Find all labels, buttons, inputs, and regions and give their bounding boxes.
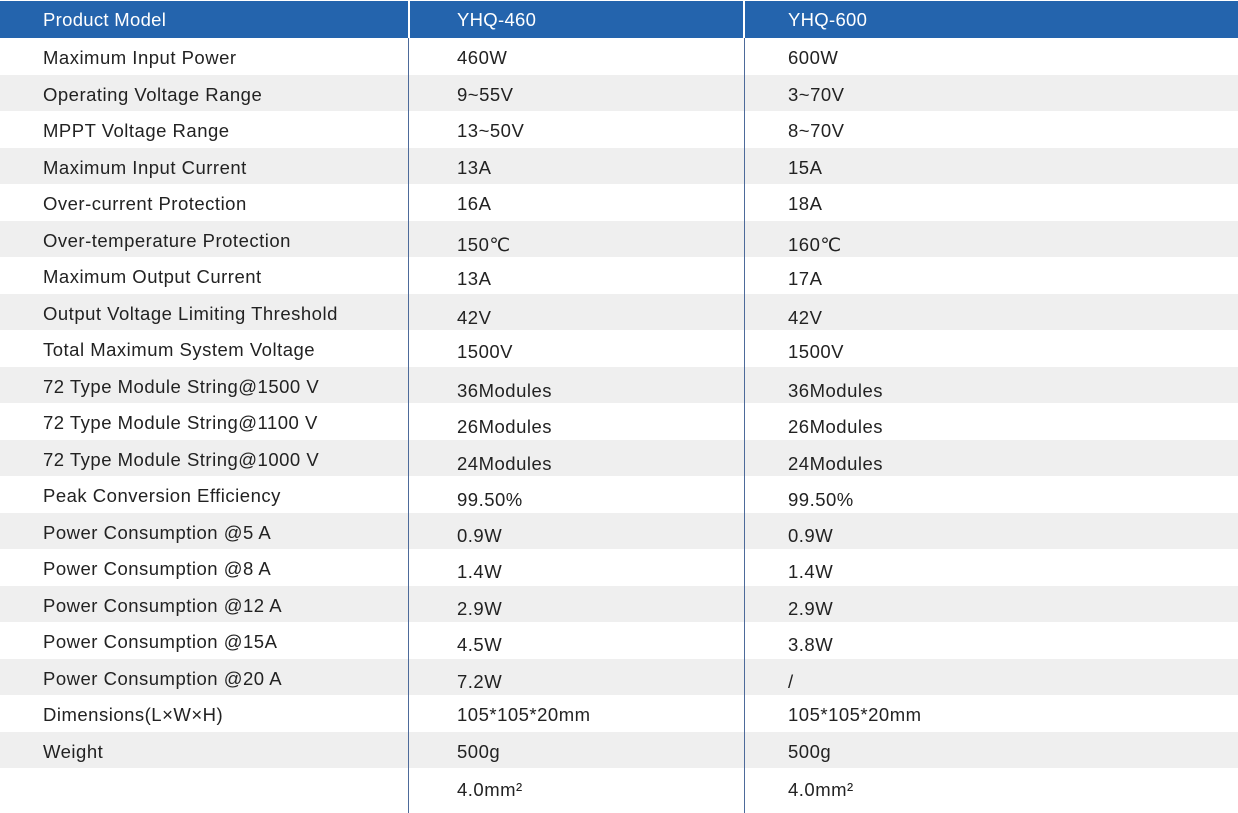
row-value-yhq-460: 9~55V <box>457 83 514 105</box>
table-row: Power Consumption @12 A 2.9W 2.9W <box>0 585 1238 622</box>
row-value-yhq-600: 3~70V <box>788 83 845 105</box>
row-value-yhq-600: 26Modules <box>788 416 884 437</box>
row-value-yhq-460: 1.4W <box>457 561 503 582</box>
row-label: Over-temperature Protection <box>43 229 291 251</box>
row-value-yhq-460: 36Modules <box>457 379 553 401</box>
row-value-yhq-460: 99.50% <box>457 489 523 510</box>
row-value-yhq-600: 18A <box>788 193 823 214</box>
row-value-yhq-600: 600W <box>788 47 839 68</box>
table-row: 72 Type Module String@1500 V 36Modules 36M… <box>0 366 1238 403</box>
table-row: Weight 500g 500g <box>0 731 1238 768</box>
table-row: Maximum Output Current 13A 17A <box>0 257 1238 294</box>
row-value-yhq-600: 15A <box>788 156 823 178</box>
table-row: Peak Conversion Efficiency 99.50% 99.50% <box>0 476 1238 513</box>
row-label: Over-current Protection <box>43 193 247 214</box>
table-row: Dimensions(L×W×H) 105*105*20mm 105*105*20m… <box>0 695 1238 732</box>
row-value-yhq-460: 105*105*20mm <box>457 704 591 725</box>
table-row: 72 Type Module String@1100 V 26Modules 26M… <box>0 403 1238 440</box>
table-row: 72 Type Module String@1000 V 24Modules 24M… <box>0 439 1238 476</box>
row-value-yhq-600: 1.4W <box>788 561 834 582</box>
row-value-yhq-600: 500g <box>788 740 832 762</box>
row-label: Power Consumption @12 A <box>43 594 283 616</box>
header-yhq-460: YHQ-460 <box>457 9 537 30</box>
header-divider <box>408 1 410 38</box>
row-value-yhq-460: 4.0mm² <box>457 779 523 800</box>
column-divider <box>408 38 409 813</box>
row-value-yhq-600: 2.9W <box>788 597 834 619</box>
row-label: Power Consumption @15A <box>43 631 278 652</box>
row-value-yhq-600: 99.50% <box>788 489 854 510</box>
header-divider <box>743 1 745 38</box>
row-label: Peak Conversion Efficiency <box>43 485 281 506</box>
row-value-yhq-600: 36Modules <box>788 379 884 401</box>
row-value-yhq-460: 150℃ <box>457 233 511 255</box>
row-label: Output Voltage Limiting Threshold <box>43 302 338 324</box>
table-row: Over-temperature Protection 150℃ 160℃ <box>0 220 1238 257</box>
row-value-yhq-600: / <box>788 670 794 692</box>
table-row: Power Consumption @8 A 1.4W 1.4W <box>0 549 1238 586</box>
row-label: 72 Type Module String@1100 V <box>43 412 318 433</box>
table-row: Maximum Input Power 460W 600W <box>0 38 1238 75</box>
table-row: Total Maximum System Voltage 1500V 1500V <box>0 330 1238 367</box>
row-value-yhq-460: 2.9W <box>457 597 503 619</box>
header-product-model: Product Model <box>43 9 167 30</box>
row-value-yhq-460: 13A <box>457 268 492 289</box>
row-label: Operating Voltage Range <box>43 83 263 105</box>
row-value-yhq-600: 8~70V <box>788 120 845 141</box>
row-value-yhq-460: 1500V <box>457 341 513 362</box>
table-row: Output Voltage Limiting Threshold 42V 42V <box>0 293 1238 330</box>
row-value-yhq-600: 0.9W <box>788 524 834 546</box>
table-row: Power Consumption @20 A 7.2W / <box>0 658 1238 695</box>
column-divider <box>744 38 745 813</box>
row-value-yhq-460: 0.9W <box>457 524 503 546</box>
table-row: MPPT Voltage Range 13~50V 8~70V <box>0 111 1238 148</box>
row-label: MPPT Voltage Range <box>43 120 230 141</box>
table-row: Maximum Input Current 13A 15A <box>0 147 1238 184</box>
row-value-yhq-600: 17A <box>788 268 823 289</box>
row-label: 72 Type Module String@1500 V <box>43 375 320 397</box>
row-label: Maximum Output Current <box>43 266 262 287</box>
row-value-yhq-600: 3.8W <box>788 634 834 655</box>
row-label: Total Maximum System Voltage <box>43 339 316 360</box>
row-value-yhq-460: 16A <box>457 193 492 214</box>
row-label: Weight <box>43 740 104 762</box>
table-row: Operating Voltage Range 9~55V 3~70V <box>0 74 1238 111</box>
row-value-yhq-600: 1500V <box>788 341 844 362</box>
row-label: 72 Type Module String@1000 V <box>43 448 320 470</box>
row-label: Maximum Input Current <box>43 156 247 178</box>
row-value-yhq-460: 13A <box>457 156 492 178</box>
table-row: Over-current Protection 16A 18A <box>0 184 1238 221</box>
table-row: Power Consumption @5 A 0.9W 0.9W <box>0 512 1238 549</box>
table-row: 4.0mm² 4.0mm² <box>0 768 1238 805</box>
row-value-yhq-460: 460W <box>457 47 508 68</box>
table-row: Power Consumption @15A 4.5W 3.8W <box>0 622 1238 659</box>
row-value-yhq-460: 500g <box>457 740 501 762</box>
row-value-yhq-600: 4.0mm² <box>788 779 854 800</box>
row-value-yhq-460: 7.2W <box>457 670 503 692</box>
row-value-yhq-460: 13~50V <box>457 120 525 141</box>
row-label: Power Consumption @20 A <box>43 667 283 689</box>
row-value-yhq-600: 42V <box>788 306 823 328</box>
header-yhq-600: YHQ-600 <box>788 9 868 30</box>
row-label: Power Consumption @5 A <box>43 521 272 543</box>
row-value-yhq-600: 105*105*20mm <box>788 704 922 725</box>
row-value-yhq-460: 26Modules <box>457 416 553 437</box>
table-header: Product Model YHQ-460 YHQ-600 <box>0 1 1238 38</box>
row-value-yhq-600: 24Modules <box>788 452 884 474</box>
row-label: Power Consumption @8 A <box>43 558 272 579</box>
row-value-yhq-460: 4.5W <box>457 634 503 655</box>
row-value-yhq-600: 160℃ <box>788 233 842 255</box>
row-value-yhq-460: 42V <box>457 306 492 328</box>
row-value-yhq-460: 24Modules <box>457 452 553 474</box>
row-label: Maximum Input Power <box>43 47 237 68</box>
row-label: Dimensions(L×W×H) <box>43 704 224 725</box>
